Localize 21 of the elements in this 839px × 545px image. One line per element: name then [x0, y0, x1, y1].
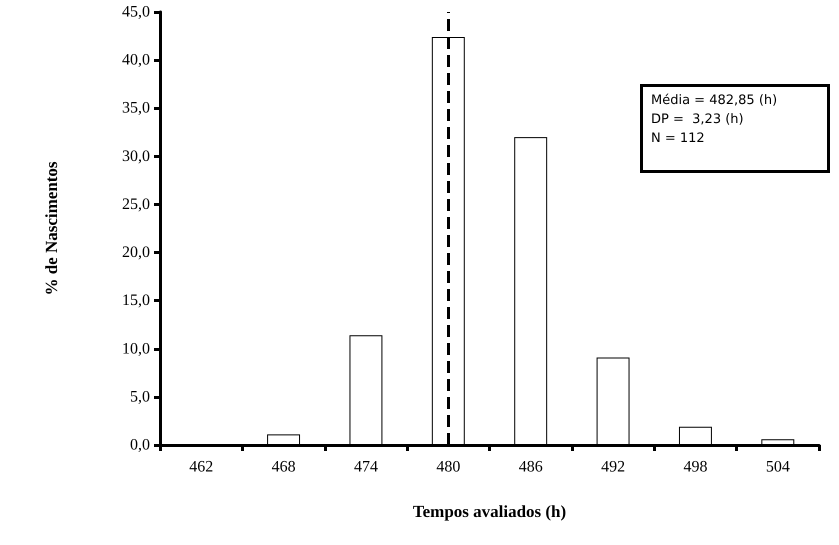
- text-box: Média = 482,85 (h) DP = 3,23 (h) N = 112: [640, 84, 830, 173]
- x-tick-label: 468: [272, 458, 296, 476]
- y-tick-label: 25,0: [122, 196, 150, 213]
- y-tick-label: 15,0: [122, 292, 150, 310]
- x-tick-label: 462: [189, 458, 214, 476]
- y-tick-label: 30,0: [122, 148, 150, 165]
- x-tick-label: 480: [436, 458, 460, 476]
- y-axis-title: % de Nascimentos: [42, 161, 61, 296]
- x-tick-label: 492: [601, 458, 626, 476]
- y-tick-label: 0,0: [130, 436, 150, 454]
- x-axis-title: Tempos avaliados (h): [412, 502, 566, 521]
- x-tick-label: 486: [518, 458, 543, 476]
- x-tick-label: 498: [683, 458, 708, 476]
- y-tick-label: 35,0: [122, 100, 150, 117]
- y-tick-label: 40,0: [122, 52, 150, 69]
- y-tick-label: 5,0: [130, 388, 150, 406]
- x-tick-label: 474: [354, 458, 378, 476]
- y-tick-label: 45,0: [122, 4, 150, 20]
- y-tick-label: 20,0: [122, 244, 150, 262]
- y-tick-label: 10,0: [122, 340, 150, 358]
- x-tick-label: 504: [766, 458, 790, 476]
